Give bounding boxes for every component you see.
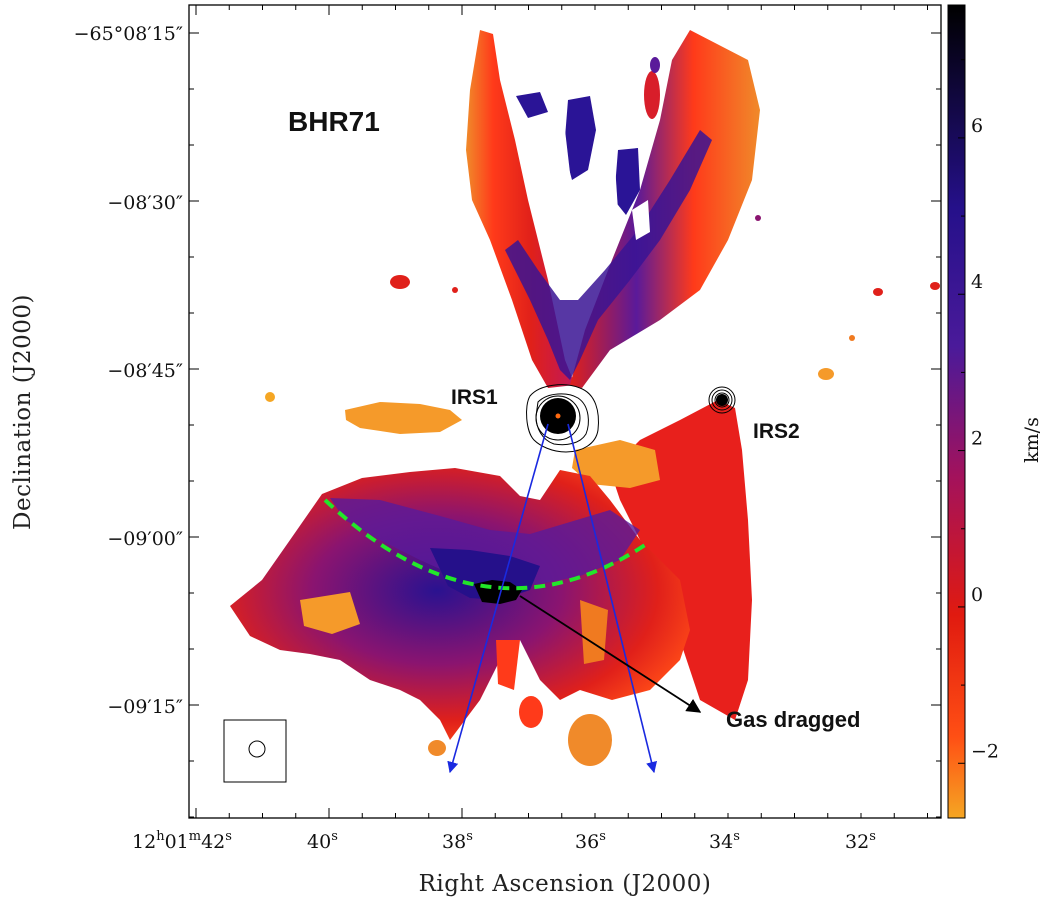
gas-dragged-label: Gas dragged <box>726 707 860 732</box>
colorbar-tick-label: 4 <box>971 271 983 293</box>
irs2-label: IRS2 <box>753 420 800 443</box>
contour <box>526 384 599 453</box>
y-tick-label: −08′45″ <box>107 360 183 382</box>
beam-box <box>223 719 287 783</box>
x-tick-label: 12h01m42s <box>132 829 232 853</box>
y-axis-title: Declination (J2000) <box>10 294 36 530</box>
chart-title: BHR71 <box>288 106 380 137</box>
blob <box>818 368 834 380</box>
blue-arrow-left <box>447 423 549 774</box>
blob <box>930 282 940 290</box>
beam-inset <box>223 719 287 783</box>
north-gap-1 <box>540 130 572 220</box>
blob <box>428 740 446 756</box>
x-tick-label: 32s <box>845 829 876 853</box>
y-axis-ticks <box>189 32 941 818</box>
blob <box>849 335 855 341</box>
x-tick-labels: 12h01m42s 40s 38s 36s 34s 32s <box>132 829 876 853</box>
y-tick-label: −08′30″ <box>107 192 183 214</box>
orange-patch <box>572 440 660 488</box>
plot-frame <box>188 4 942 819</box>
colorbar-tick-label: 6 <box>971 115 983 137</box>
green-dashed-arc <box>323 498 647 591</box>
y-tick-label: −09′15″ <box>107 696 183 718</box>
colorbar-tick-label: −2 <box>971 740 999 762</box>
y-tick-labels: −65°08′15″ −08′30″ −08′45″ −09′00″ −09′1… <box>74 23 183 718</box>
finger-1 <box>496 640 520 690</box>
blob <box>390 275 410 289</box>
x-tick-label: 36s <box>575 829 606 853</box>
orange-streak <box>345 402 462 434</box>
north-patch-3 <box>516 92 548 118</box>
blue-arrow-right <box>567 423 658 774</box>
x-tick-label: 40s <box>307 829 338 853</box>
blob <box>755 215 761 221</box>
south-lobe <box>230 468 690 740</box>
south-violet-band <box>330 498 640 586</box>
colorbar-tick-label: 2 <box>971 428 983 450</box>
north-patch-1 <box>564 96 596 180</box>
blob <box>265 392 275 402</box>
contour <box>711 389 733 411</box>
irs1-label: IRS1 <box>451 386 498 409</box>
north-patch-2 <box>614 148 640 215</box>
colorbar-ticks: 6 4 2 0 −2 <box>958 59 999 764</box>
blob <box>644 71 660 119</box>
irs1-peak <box>555 413 561 419</box>
contour <box>535 395 581 441</box>
x-tick-label: 38s <box>442 829 473 853</box>
colorbar-tick-label: 0 <box>971 584 983 606</box>
finger-2 <box>580 600 608 664</box>
beam-ellipse <box>248 740 266 758</box>
x-tick-label: 34s <box>709 829 740 853</box>
north-gap-3 <box>632 200 650 240</box>
contour <box>708 386 736 414</box>
colorbar-gradient <box>947 4 966 819</box>
blob <box>568 714 612 766</box>
overlays <box>323 423 702 774</box>
irs2-core <box>716 394 728 406</box>
y-tick-label: −09′00″ <box>107 528 183 550</box>
x-axis-ticks <box>195 5 928 818</box>
colorbar-label: km/s <box>1021 417 1043 463</box>
blob <box>873 288 883 296</box>
intensity-contours <box>526 384 736 453</box>
contour <box>535 393 589 446</box>
y-tick-label: −65°08′15″ <box>74 23 183 45</box>
north-lobe-blue <box>505 130 712 380</box>
gas-dragged-arrow <box>519 595 702 713</box>
blob <box>650 57 660 73</box>
blob <box>452 287 458 293</box>
x-axis-title: Right Ascension (J2000) <box>419 871 712 897</box>
colorbar: 6 4 2 0 −2 km/s <box>947 4 1043 819</box>
contour <box>714 392 730 408</box>
velocity-map <box>230 30 940 766</box>
blob <box>519 696 543 728</box>
finger-3 <box>300 592 360 634</box>
north-gap-2 <box>594 120 618 240</box>
